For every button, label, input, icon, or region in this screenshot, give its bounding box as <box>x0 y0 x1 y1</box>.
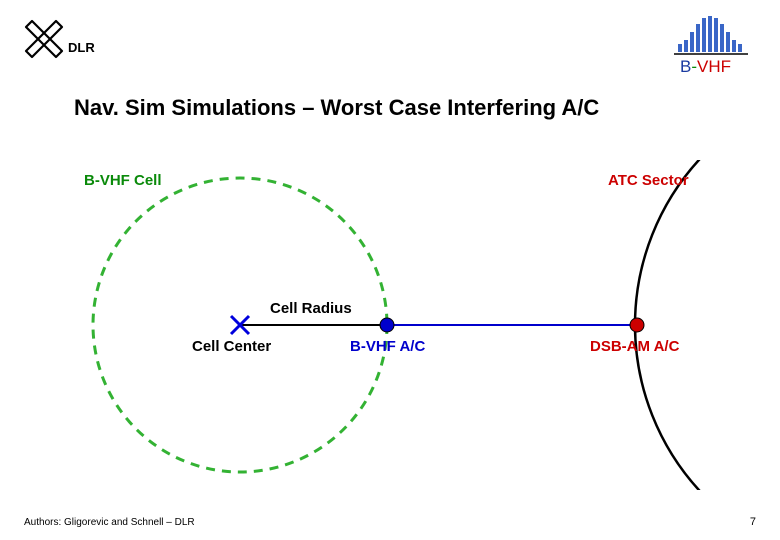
cell-center-label: Cell Center <box>192 338 271 355</box>
atc-sector-label: ATC Sector <box>608 172 689 189</box>
dsb-am-ac-label: DSB-AM A/C <box>590 338 679 355</box>
dlr-logo-text: DLR <box>68 40 95 55</box>
dsb-am-ac-marker <box>630 318 644 332</box>
page-number: 7 <box>750 516 756 528</box>
bvhf-ac-label: B-VHF A/C <box>350 338 425 355</box>
slide-title: Nav. Sim Simulations – Worst Case Interf… <box>74 95 599 121</box>
cell-radius-label: Cell Radius <box>270 300 352 317</box>
atc-sector-arc <box>635 160 780 490</box>
bvhf-ac-marker <box>380 318 394 332</box>
diagram-area: B-VHF Cell ATC Sector Cell Radius Cell C… <box>0 160 780 490</box>
header: DLR B-VHF <box>0 0 780 80</box>
svg-text:B-VHF: B-VHF <box>680 57 731 76</box>
footer-authors: Authors: Gligorevic and Schnell – DLR <box>24 517 195 528</box>
bvhf-logo: B-VHF <box>672 14 762 81</box>
diagram-svg <box>0 160 780 490</box>
slide-page: DLR B-VHF <box>0 0 780 540</box>
dlr-logo: DLR <box>20 18 104 69</box>
bvhf-cell-label: B-VHF Cell <box>84 172 162 189</box>
